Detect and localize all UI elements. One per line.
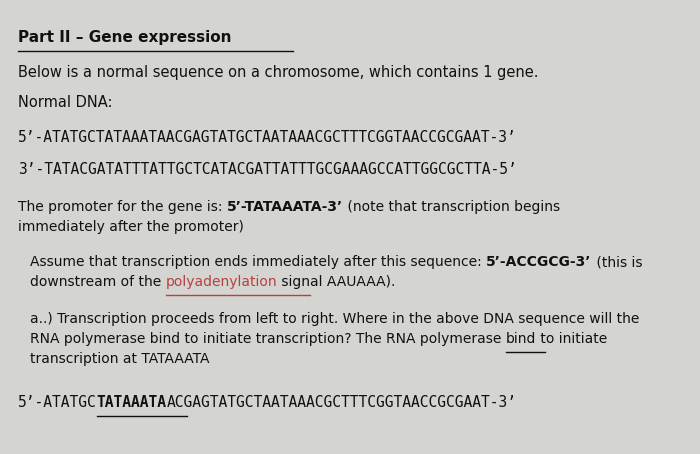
Text: signal AAUAAA).: signal AAUAAA).: [277, 275, 395, 289]
Text: 5’-TATAAATA-3’: 5’-TATAAATA-3’: [227, 200, 343, 214]
Text: RNA polymerase bind to initiate transcription? The RNA polymerase: RNA polymerase bind to initiate transcri…: [30, 332, 505, 346]
Text: (this is: (this is: [592, 255, 642, 269]
Text: Part II – Gene expression: Part II – Gene expression: [18, 30, 232, 45]
Text: 5’-ACCGCG-3’: 5’-ACCGCG-3’: [486, 255, 592, 269]
Text: (note that transcription begins: (note that transcription begins: [343, 200, 560, 214]
Text: to initiate: to initiate: [536, 332, 608, 346]
Text: transcription at TATAAATA: transcription at TATAAATA: [30, 352, 209, 366]
Text: 5’-ATATGCTATAAATAACGAGTATGCTAATAAACGCTTTCGGTAACCGCGAAT-3’: 5’-ATATGCTATAAATAACGAGTATGCTAATAAACGCTTT…: [18, 130, 517, 145]
Text: 3’-TATACGATATTTATTGCTCATACGATTATTTGCGAAAGCCATTGGCGCTTA-5’: 3’-TATACGATATTTATTGCTCATACGATTATTTGCGAAA…: [18, 162, 517, 177]
Text: The promoter for the gene is:: The promoter for the gene is:: [18, 200, 227, 214]
Text: 5’-ATATGC: 5’-ATATGC: [18, 395, 97, 410]
Text: a..) Transcription proceeds from left to right. Where in the above DNA sequence : a..) Transcription proceeds from left to…: [30, 312, 639, 326]
Text: polyadenylation: polyadenylation: [166, 275, 277, 289]
Text: downstream of the: downstream of the: [30, 275, 166, 289]
Text: Normal DNA:: Normal DNA:: [18, 95, 113, 110]
Text: TATAAATA: TATAAATA: [97, 395, 167, 410]
Text: ACGAGTATGCTAATAAACGCTTTCGGTAACCGCGAAT-3’: ACGAGTATGCTAATAAACGCTTTCGGTAACCGCGAAT-3’: [167, 395, 517, 410]
Text: immediately after the promoter): immediately after the promoter): [18, 220, 244, 234]
Text: Below is a normal sequence on a chromosome, which contains 1 gene.: Below is a normal sequence on a chromoso…: [18, 65, 538, 80]
Text: bind: bind: [505, 332, 536, 346]
Text: Assume that transcription ends immediately after this sequence:: Assume that transcription ends immediate…: [30, 255, 486, 269]
